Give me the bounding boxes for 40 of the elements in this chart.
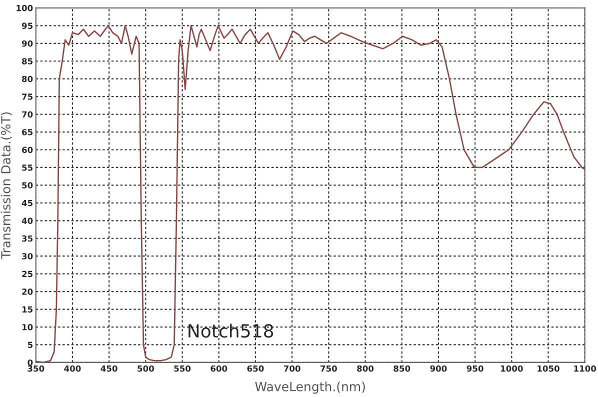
y-axis-title: Transmission Data.(%T) — [0, 112, 12, 260]
x-tick-label: 1050 — [538, 365, 560, 372]
x-tick-label: 650 — [247, 365, 264, 372]
y-tick-label: 95 — [22, 22, 33, 29]
x-tick-label: 700 — [284, 365, 300, 372]
y-tick-label: 70 — [22, 111, 33, 118]
y-tick-label: 65 — [22, 129, 33, 136]
x-tick-label: 750 — [320, 365, 337, 372]
y-tick-label: 35 — [22, 235, 33, 242]
y-tick-label: 0 — [28, 359, 33, 366]
y-tick-label: 60 — [22, 146, 33, 154]
x-tick-label: 1000 — [500, 365, 523, 372]
x-tick-label: 350 — [28, 365, 44, 372]
x-tick-label: 450 — [100, 365, 118, 372]
x-tick-label: 500 — [138, 365, 154, 372]
y-tick-label: 25 — [22, 270, 33, 278]
y-tick-label: 85 — [22, 58, 33, 64]
x-tick-label: 600 — [210, 365, 228, 372]
y-tick-label: 40 — [22, 218, 33, 224]
y-tick-label: 10 — [22, 324, 33, 330]
x-tick-label: 900 — [430, 365, 447, 372]
y-tick-label: 20 — [22, 288, 33, 295]
x-tick-label: 1100 — [574, 365, 596, 372]
x-tick-label: 850 — [394, 365, 410, 372]
y-tick-label: 45 — [22, 200, 33, 206]
annotation: Notch518 — [188, 324, 274, 338]
y-tick-label: 100 — [16, 4, 33, 12]
x-tick-label: 550 — [174, 365, 191, 372]
x-tick-label: 400 — [64, 365, 81, 372]
y-tick-label: 75 — [22, 94, 33, 100]
y-tick-label: 50 — [22, 182, 33, 188]
x-tick-label: 800 — [357, 365, 374, 372]
y-tick-label: 15 — [22, 306, 33, 313]
x-tick-label: 950 — [466, 365, 484, 372]
y-tick-label: 80 — [22, 76, 33, 82]
x-axis-title: WaveLength.(nm) — [255, 382, 365, 394]
y-tick-label: 30 — [22, 253, 33, 260]
y-tick-label: 55 — [22, 164, 33, 171]
y-tick-label: 5 — [28, 342, 33, 348]
y-tick-label: 90 — [22, 40, 33, 47]
